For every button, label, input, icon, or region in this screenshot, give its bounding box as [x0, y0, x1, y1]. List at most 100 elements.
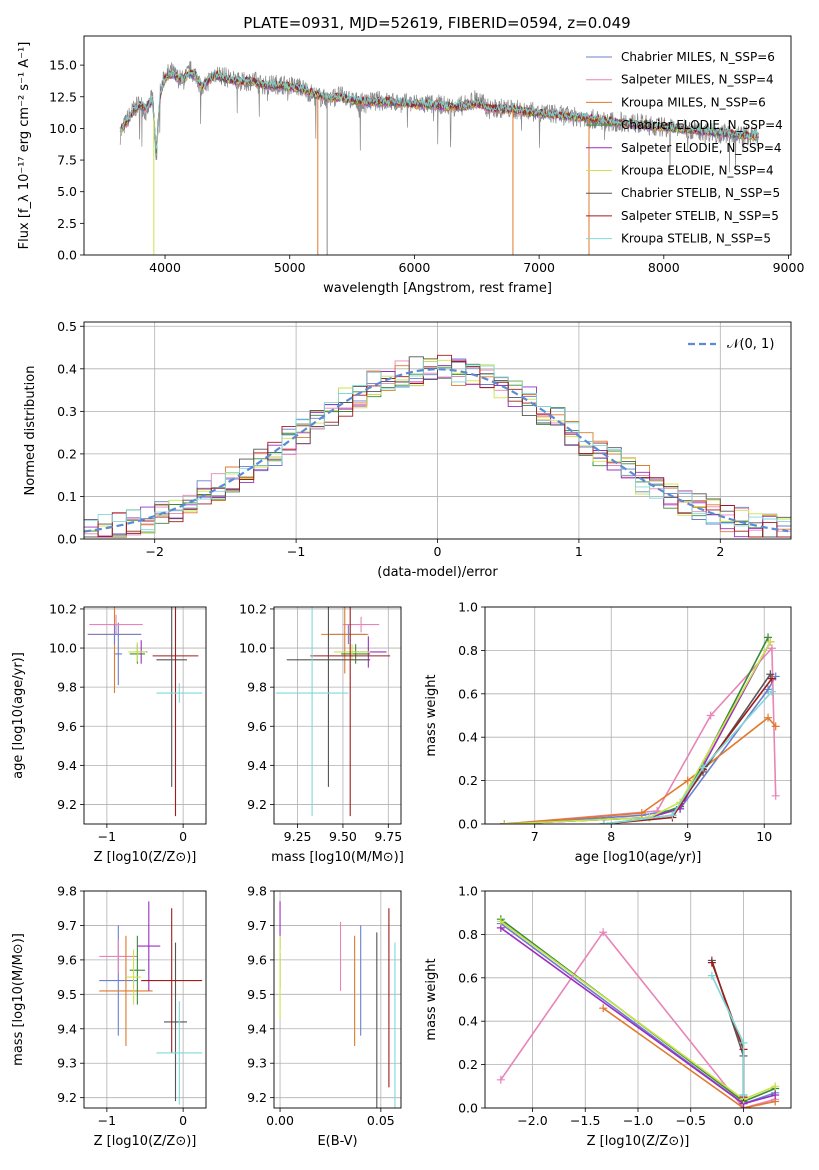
y-tick-label: 10.2: [49, 601, 77, 616]
x-tick-label: 0.00: [266, 1113, 294, 1128]
y-tick-label: 9.4: [247, 1021, 267, 1036]
axes-frame: [83, 606, 207, 825]
histogram-step: [84, 356, 791, 539]
weight-marker: [771, 1090, 780, 1099]
axes-frame: [273, 890, 402, 1109]
weight-marker: [766, 637, 775, 646]
x-axis-label: mass [log10(M/M⊙)]: [271, 850, 404, 865]
x-tick-label: 8: [607, 829, 615, 844]
y-tick-label: 9.2: [57, 1090, 77, 1105]
x-tick-label: 9000: [773, 260, 805, 275]
y-tick-label: 7.5: [57, 153, 77, 168]
mass-vs-Z-panel: −1 0 9.2 9.3 9.4 9.5 9.6 9.7 9.8 Z [log10(Z/Z⊙)] m…: [11, 884, 207, 1149]
y-axis-label: age [log10(age/yr)]: [11, 652, 26, 779]
x-axis-label: E(B-V): [317, 1134, 357, 1149]
weight-marker: [771, 1082, 780, 1091]
y-tick-label: 0.4: [458, 730, 478, 745]
weight-line: [504, 646, 777, 824]
y-tick-label: 9.7: [247, 918, 267, 933]
y-tick-label: 0.2: [458, 1057, 478, 1072]
age-vs-Z-plot-area: [87, 607, 203, 817]
weight-line: [603, 678, 773, 824]
weight-marker: [767, 674, 776, 683]
weight-marker: [706, 711, 715, 720]
weight-marker: [771, 791, 780, 800]
y-tick-label: 0.6: [458, 686, 478, 701]
y-tick-label: 9.4: [57, 758, 77, 773]
x-tick-label: 9.50: [329, 829, 357, 844]
y-tick-label: 0.6: [458, 970, 478, 985]
mass-vs-ebv-plot-area: [279, 901, 396, 1108]
y-tick-label: 9.8: [247, 884, 267, 899]
x-tick-label: 5000: [274, 260, 306, 275]
weight-marker: [599, 928, 608, 937]
weight-marker: [500, 820, 509, 824]
weight-vs-Z-plot-area: [496, 915, 780, 1108]
spectrum-plot-area: [119, 61, 759, 255]
y-tick-label: 0.2: [458, 773, 478, 788]
y-tick-label: 9.2: [57, 797, 77, 812]
weight-marker: [764, 713, 773, 722]
x-tick-label: −1.5: [570, 1113, 600, 1128]
histogram-step: [84, 359, 791, 539]
x-tick-label: 8000: [648, 260, 680, 275]
weight-line: [603, 691, 773, 824]
mass-vs-Z-plot-area: [99, 901, 203, 1105]
axes-frame: [83, 890, 207, 1109]
y-tick-label: 2.5: [57, 216, 77, 231]
legend-label: Chabrier STELIB, N_SSP=5: [621, 186, 780, 200]
y-tick-label: 9.3: [247, 1056, 267, 1071]
x-tick-label: 4000: [149, 260, 181, 275]
x-tick-label: 1: [575, 544, 583, 559]
y-tick-label: 10.0: [49, 121, 77, 136]
axes-frame: [484, 606, 792, 825]
spectrum-panel: 4000 5000 6000 7000 8000 9000 0.0 2.5 5.0 7.5 10.0…: [17, 35, 805, 296]
weight-line: [504, 675, 777, 824]
weight-line: [711, 962, 745, 1098]
weight-marker: [496, 917, 505, 926]
weight-marker: [683, 776, 692, 785]
y-axis-label: mass weight: [424, 674, 439, 756]
weight-marker: [707, 971, 716, 980]
x-axis-label: Z [log10(Z/Z⊙)]: [94, 1134, 197, 1149]
x-axis-label: (data-model)/error: [377, 565, 498, 580]
y-tick-label: 12.5: [49, 89, 77, 104]
weight-marker: [767, 687, 776, 696]
y-tick-label: 9.5: [247, 987, 267, 1002]
axes-frame: [484, 890, 792, 1109]
y-tick-label: 0.0: [458, 1101, 478, 1116]
y-axis-label: mass [log10(M/M⊙)]: [11, 933, 26, 1066]
x-tick-label: −2: [145, 544, 163, 559]
age-vs-Z-panel: −1 0 9.2 9.4 9.6 9.8 10.0 10.2 Z [log10(Z/Z⊙)] ag…: [11, 601, 207, 865]
x-axis-label: Z [log10(Z/Z⊙)]: [587, 1134, 690, 1149]
mass-vs-ebv-panel: 0.00 0.05 9.2 9.3 9.4 9.5 9.6 9.7 9.8 E(B-V): [247, 884, 402, 1149]
y-tick-label: 9.8: [57, 884, 77, 899]
y-tick-label: 10.0: [49, 641, 77, 656]
y-tick-label: 10.0: [239, 641, 267, 656]
y-tick-label: 0.0: [57, 532, 77, 547]
model-spectrum-line: [119, 69, 759, 151]
x-tick-label: 7000: [523, 260, 555, 275]
weight-marker: [637, 809, 646, 818]
weight-vs-Z-panel: −2.0 −1.5 −1.0 −0.5 0.0 0.0 0.2 0.4 0.6 0.8 1.0 Z […: [424, 884, 792, 1149]
spectrum-legend: Chabrier MILES, N_SSP=6 Salpeter MILES, N…: [586, 50, 783, 246]
weight-line: [602, 1007, 776, 1108]
weight-marker: [739, 1090, 748, 1099]
legend-label: Chabrier MILES, N_SSP=6: [621, 50, 775, 64]
x-tick-label: 6000: [399, 260, 431, 275]
y-tick-label: 9.2: [247, 797, 267, 812]
y-tick-label: 0.4: [57, 361, 77, 376]
y-tick-label: 0.4: [458, 1014, 478, 1029]
y-tick-label: 1.0: [458, 884, 478, 899]
x-tick-label: 9.75: [374, 829, 402, 844]
weight-marker: [599, 1004, 608, 1013]
legend-label: Kroupa MILES, N_SSP=6: [621, 95, 766, 109]
y-tick-label: 0.3: [57, 404, 77, 419]
legend-label: Kroupa STELIB, N_SSP=5: [621, 232, 771, 246]
y-tick-label: 9.6: [247, 952, 267, 967]
weight-marker: [764, 633, 773, 642]
y-tick-label: 9.6: [57, 719, 77, 734]
x-tick-label: −1: [98, 829, 116, 844]
x-tick-label: 9: [684, 829, 692, 844]
x-tick-label: −1.0: [623, 1113, 653, 1128]
